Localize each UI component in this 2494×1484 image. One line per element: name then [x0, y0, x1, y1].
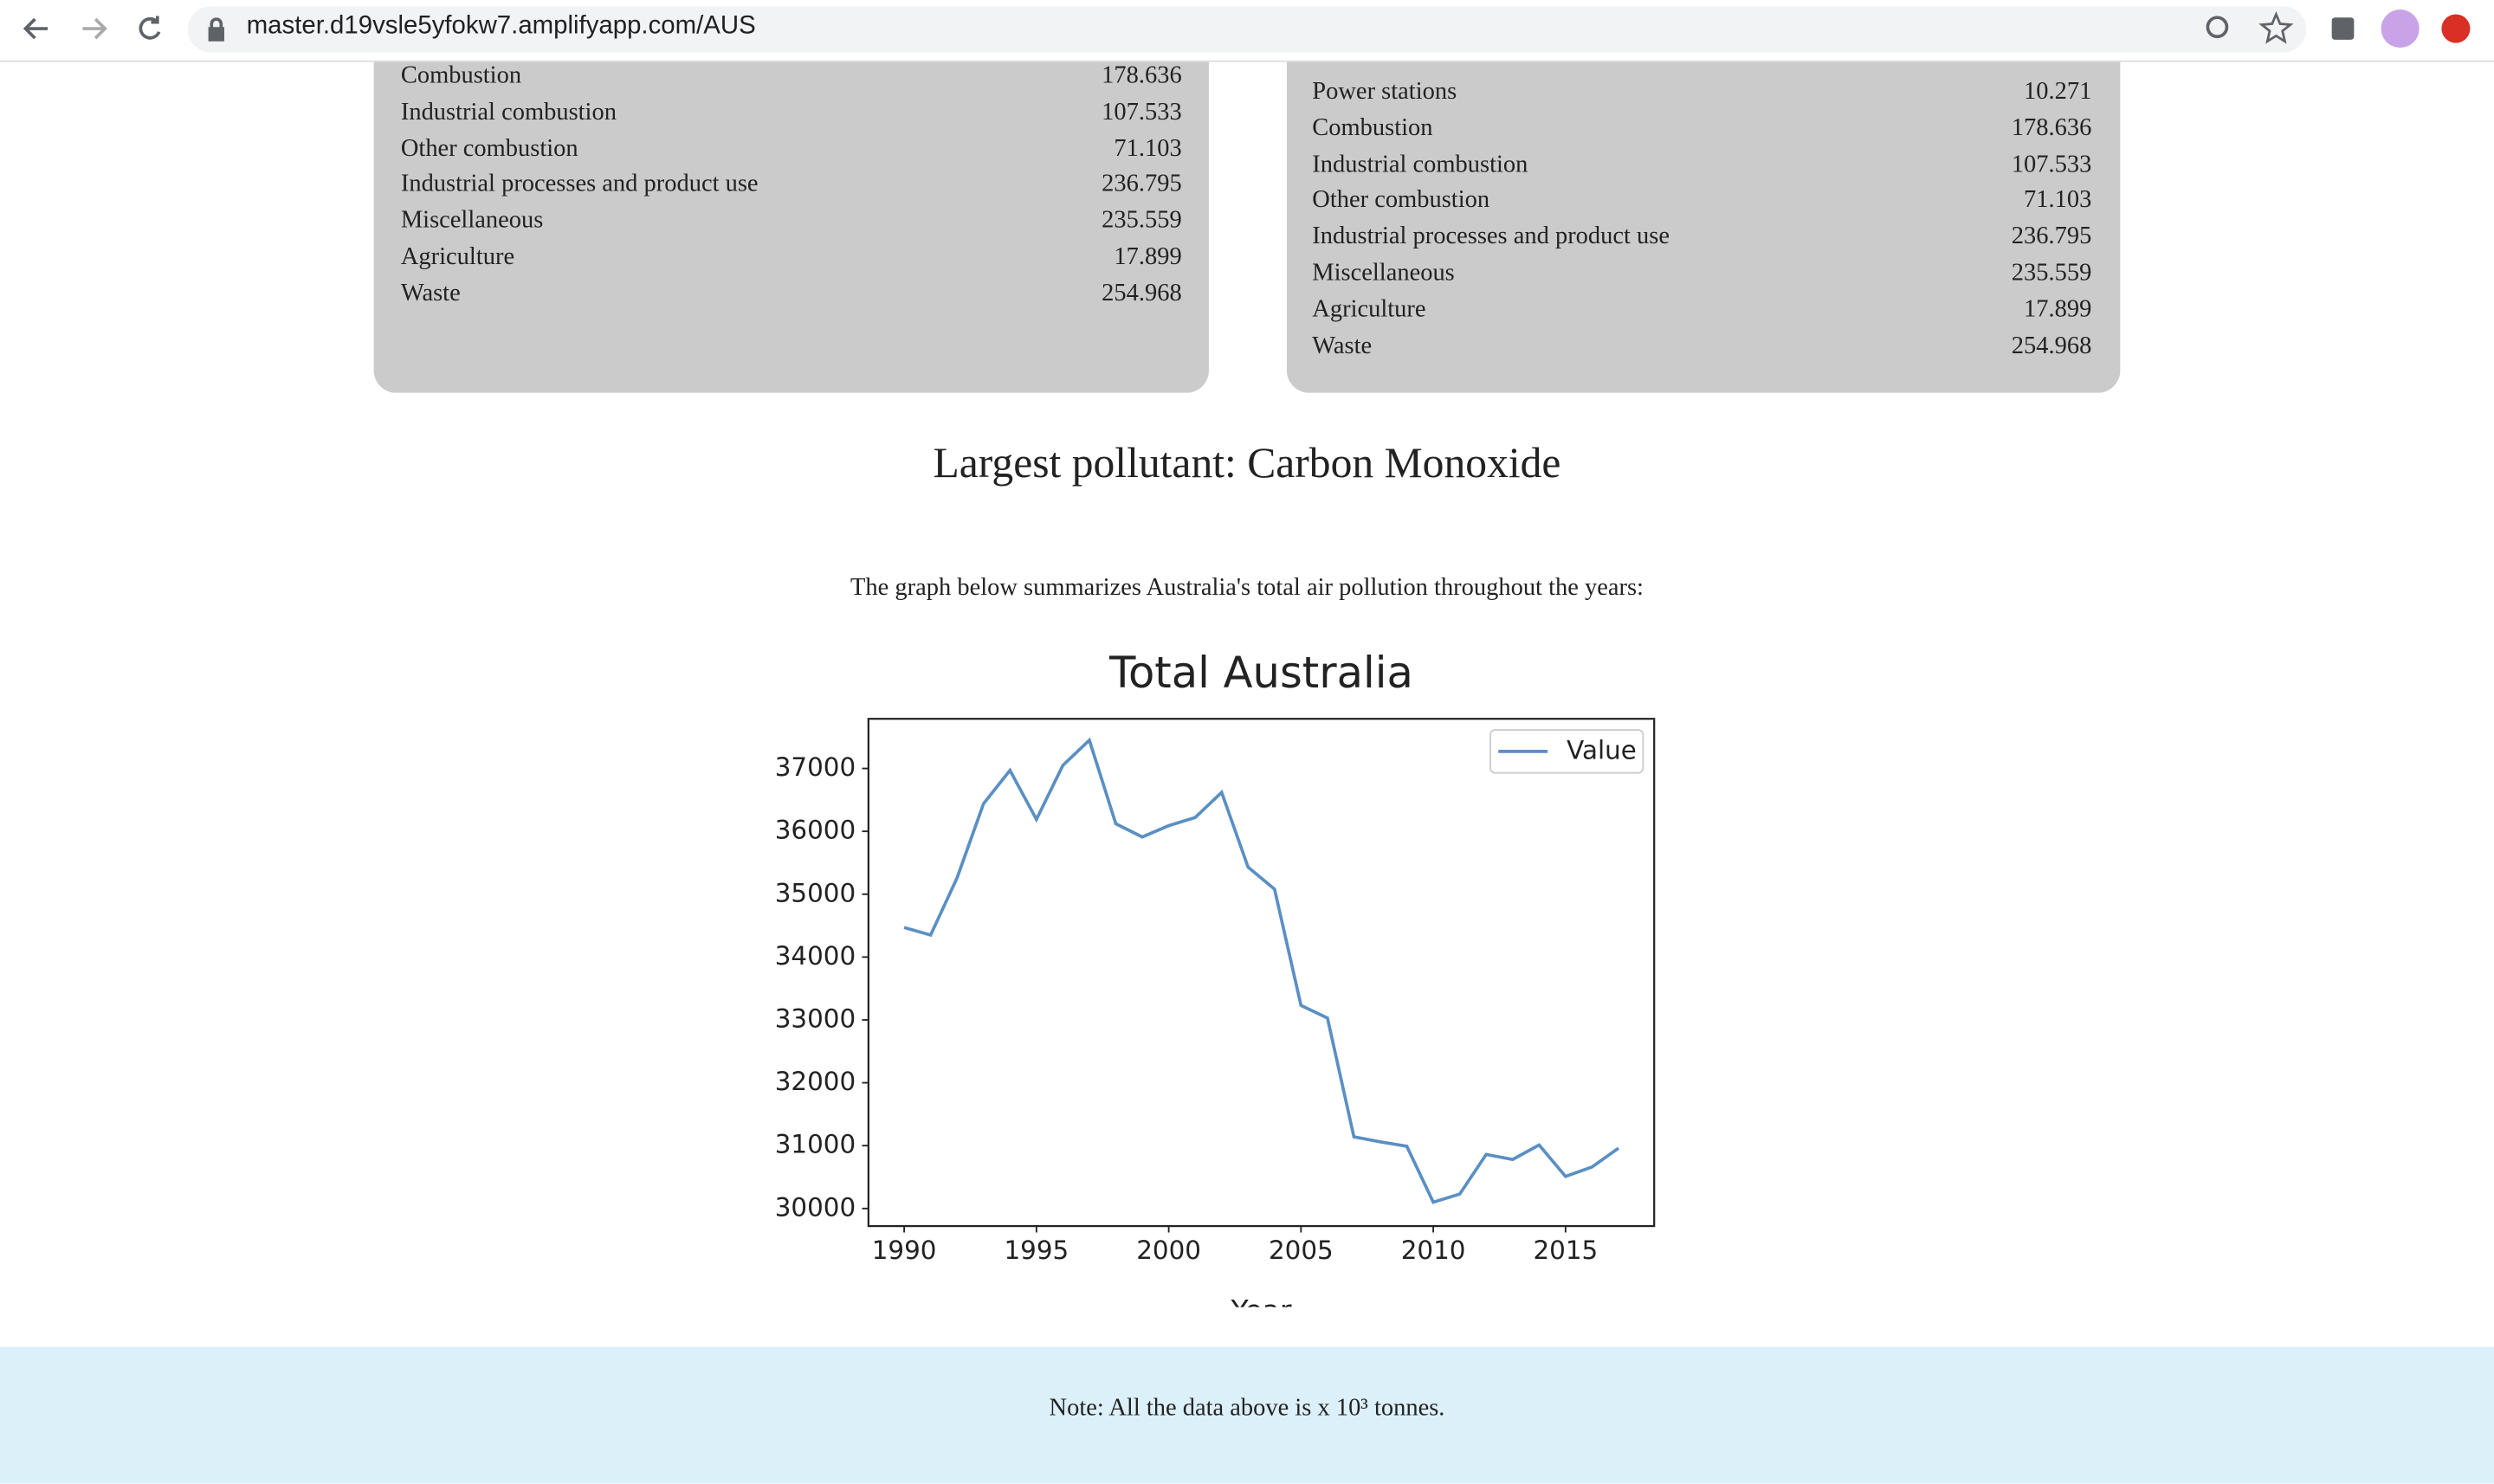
x-tick-label: 1990: [872, 1236, 937, 1265]
row-value: 254.968: [1102, 279, 1182, 307]
table-row: Miscellaneous 235.559: [1312, 256, 2091, 291]
y-tick-label: 34000: [775, 941, 856, 971]
row-value: 236.795: [1102, 171, 1182, 198]
x-tick-label: 2000: [1136, 1236, 1201, 1265]
row-label: Industrial processes and product use: [400, 171, 759, 198]
back-button[interactable]: [23, 17, 48, 40]
zoom-icon[interactable]: [2206, 16, 2229, 39]
row-value: 254.968: [2011, 332, 2092, 359]
row-label: Industrial combustion: [1312, 150, 1528, 177]
lock-icon: [208, 17, 224, 42]
row-value: 178.636: [1102, 61, 1182, 89]
row-label: Industrial combustion: [400, 98, 617, 126]
row-label: Combustion: [1312, 113, 1433, 142]
table-row: Industrial processes and product use 236.…: [1312, 220, 2091, 255]
x-tick-label: 1995: [1004, 1236, 1069, 1265]
y-tick-label: 30000: [775, 1192, 856, 1222]
url-text[interactable]: master.d19vsle5yfokw7.amplifyapp.com/AUS: [246, 12, 756, 40]
nav-buttons[interactable]: [0, 0, 191, 61]
row-label: Miscellaneous: [400, 207, 544, 235]
x-tick-label: 2010: [1401, 1236, 1466, 1265]
table-row: Waste 254.968: [401, 276, 1182, 311]
row-value: 236.795: [2011, 223, 2092, 250]
update-icon[interactable]: [2441, 14, 2471, 43]
table-row: Industrial processes and product use 236.…: [401, 168, 1182, 203]
row-value: 178.636: [2011, 113, 2092, 142]
extensions-icon[interactable]: [2331, 17, 2355, 40]
x-tick-label: 2015: [1533, 1236, 1598, 1265]
row-value: 107.533: [1102, 98, 1182, 126]
axes-frame: [867, 718, 1656, 1228]
table-row: Agriculture 17.899: [401, 240, 1182, 274]
row-label: Waste: [1312, 332, 1373, 359]
y-tick-label: 33000: [775, 1003, 856, 1033]
row-value: 10.271: [2024, 78, 2092, 106]
y-tick-label: 35000: [775, 878, 856, 907]
row-label: Other combustion: [1312, 186, 1490, 214]
row-label: Agriculture: [400, 243, 515, 271]
row-value: 17.899: [1114, 243, 1182, 271]
chart-title: Total Australia: [1108, 648, 1413, 698]
row-value: 71.103: [2024, 186, 2092, 214]
legend-box: [1489, 729, 1644, 774]
table-row: Other combustion 71.103: [401, 132, 1182, 166]
table-row: Other combustion 71.103: [1312, 184, 2091, 218]
heading: Largest pollutant: Carbon Monoxide: [933, 438, 1561, 487]
row-label: Other combustion: [400, 134, 578, 162]
table-row: Agriculture 17.899: [1312, 293, 2091, 327]
table-row: Industrial combustion 107.533: [401, 95, 1182, 130]
forward-button[interactable]: [82, 17, 107, 40]
y-tick-label: 32000: [775, 1067, 856, 1096]
bookmark-icon[interactable]: [2258, 10, 2294, 44]
data-line: [903, 737, 1620, 1204]
row-value: 107.533: [2011, 150, 2092, 177]
chart: Total Australia 30000 31000 32000 33000 34000…: [775, 648, 1656, 1307]
table-row: Miscellaneous 235.559: [401, 203, 1182, 238]
table-row: Waste 254.968: [1312, 328, 2091, 363]
left-card: Combustion 178.636 Industrial combustion 10…: [373, 59, 1209, 393]
browser-toolbar: master.d19vsle5yfokw7.amplifyapp.com/AUS: [0, 0, 2494, 62]
row-value: 235.559: [2011, 259, 2092, 287]
x-axis-label: Year: [1231, 1294, 1292, 1307]
row-label: Miscellaneous: [1312, 259, 1455, 287]
browser-icons: [2206, 10, 2471, 48]
table-row: Combustion 178.636: [1312, 111, 2091, 145]
row-label: Waste: [400, 279, 461, 307]
table-row: Combustion 178.636: [401, 59, 1182, 94]
description: The graph below summarizes Australia's t…: [850, 574, 1644, 602]
row-label: Industrial processes and product use: [1312, 223, 1670, 250]
address-bar[interactable]: [187, 6, 2307, 53]
row-value: 235.559: [1102, 207, 1182, 235]
table-row: Power stations 10.271: [1312, 74, 2091, 109]
row-label: Power stations: [1312, 78, 1457, 106]
row-value: 17.899: [2024, 295, 2092, 323]
y-tick-label: 36000: [775, 816, 856, 845]
table-row: Industrial combustion 107.533: [1312, 147, 2091, 182]
right-card: Power stations 10.271 Combustion 178.636 Ind…: [1286, 61, 2121, 393]
row-value: 71.103: [1114, 134, 1182, 162]
profile-icon[interactable]: [2381, 10, 2420, 48]
footer-note: Note: All the data above is x 10³ tonnes…: [1049, 1394, 1445, 1423]
y-tick-label: 31000: [775, 1130, 856, 1159]
row-label: Agriculture: [1312, 295, 1426, 323]
x-tick-label: 2005: [1269, 1236, 1334, 1265]
row-label: Combustion: [400, 61, 522, 89]
reload-button[interactable]: [139, 16, 161, 40]
footer: [0, 1346, 2494, 1484]
legend-label: Value: [1567, 735, 1637, 765]
y-tick-label: 37000: [775, 752, 856, 782]
